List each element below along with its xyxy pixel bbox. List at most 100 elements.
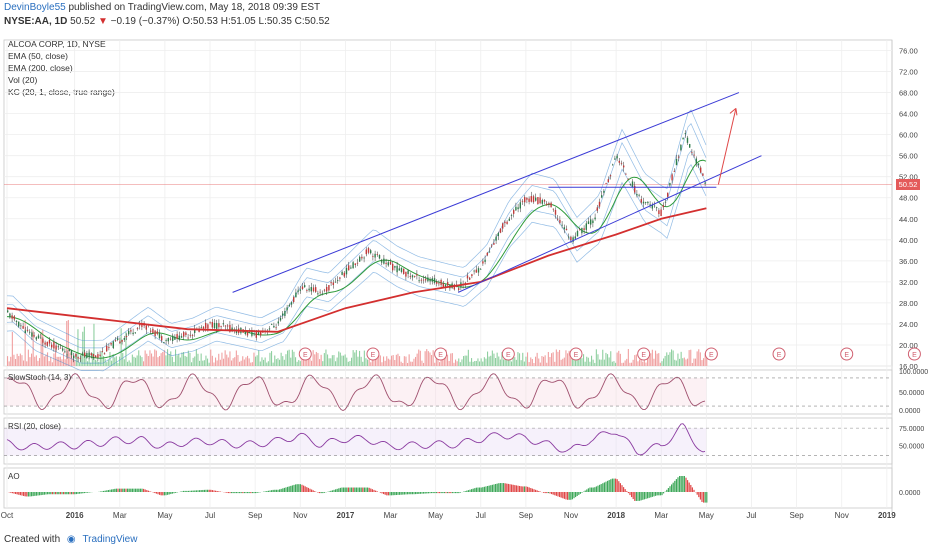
volume-bar <box>152 356 154 366</box>
candle-body <box>442 283 444 288</box>
earnings-marker-circle <box>298 347 312 361</box>
candle-body <box>570 236 572 241</box>
ao-bar <box>648 492 650 498</box>
volume-bar <box>123 359 125 366</box>
candle-body <box>609 175 612 177</box>
x-tick-label: Jul <box>746 511 756 520</box>
keltner-band-line <box>6 122 707 349</box>
ao-bar <box>389 492 391 496</box>
ao-bar <box>77 492 79 494</box>
ao-bar <box>83 492 85 494</box>
volume-bar <box>272 362 274 366</box>
candle-body <box>601 195 603 198</box>
ao-bar <box>696 492 698 495</box>
candle-body <box>174 336 176 340</box>
volume-bar <box>159 356 161 366</box>
ao-bar <box>429 492 431 494</box>
volume-bar <box>312 350 314 366</box>
volume-bar <box>512 356 514 366</box>
volume-bar <box>39 358 41 366</box>
candle-body <box>407 270 409 275</box>
price-tick-label: 56.00 <box>899 152 918 161</box>
volume-bar <box>157 357 159 366</box>
candle-body <box>323 289 326 291</box>
legend-keltner[interactable]: KC (20, 1, close, true range) <box>8 87 115 97</box>
ao-bar <box>106 490 108 492</box>
volume-bar <box>223 358 225 366</box>
volume-bar <box>495 357 497 366</box>
legend-ema200[interactable]: EMA (200, close) <box>8 63 73 73</box>
candle-body <box>167 337 169 342</box>
candle-body <box>108 347 110 348</box>
volume-bar <box>405 356 407 366</box>
ao-bar <box>19 492 21 496</box>
ao-bar <box>363 487 365 492</box>
ao-bar <box>136 488 138 492</box>
volume-bar <box>643 356 645 366</box>
ao-bar <box>375 490 377 492</box>
volume-bar <box>570 357 572 366</box>
candle-body <box>636 194 638 196</box>
legend-ema50[interactable]: EMA (50, close) <box>8 51 68 61</box>
ao-bar <box>53 492 55 495</box>
candle-body <box>585 223 587 230</box>
ao-bar <box>408 492 410 495</box>
candle-body <box>33 335 35 337</box>
volume-bar <box>122 352 124 366</box>
earnings-marker-label: E <box>844 352 849 359</box>
ao-bar <box>144 489 146 492</box>
ao-bar <box>29 492 31 497</box>
volume-bar <box>410 361 412 366</box>
volume-bar <box>637 361 639 366</box>
volume-bar <box>467 349 469 366</box>
candle-body <box>466 275 469 279</box>
candle-body <box>84 352 86 357</box>
ao-panel-frame <box>3 467 893 509</box>
volume-bar <box>135 357 137 366</box>
ao-bar <box>475 487 477 492</box>
volume-bar <box>658 353 660 366</box>
ao-bar <box>594 487 596 492</box>
tradingview-brand[interactable]: TradingView <box>82 534 138 545</box>
volume-bar <box>141 357 143 366</box>
candle-body <box>649 204 651 206</box>
volume-bar <box>418 349 420 366</box>
candle-body <box>334 281 337 283</box>
candle-body <box>51 344 53 348</box>
ao-bar <box>227 492 229 494</box>
candle-body <box>374 253 376 258</box>
candle-body <box>161 336 163 341</box>
volume-bar <box>675 360 677 366</box>
current-price-tag: 50.52 <box>896 178 920 190</box>
candle-body <box>477 268 480 273</box>
ao-bar <box>226 492 228 493</box>
ao-bar <box>491 484 493 492</box>
candle-body <box>378 255 381 259</box>
candle-body <box>392 263 394 271</box>
volume-bar <box>479 361 481 366</box>
volume-bar <box>400 361 402 366</box>
candle-body <box>20 325 22 327</box>
ao-bar <box>634 492 636 501</box>
candle-body <box>222 323 224 325</box>
volume-bar <box>306 359 308 366</box>
ao-bar <box>213 490 215 492</box>
legend-symbol[interactable]: ALCOA CORP, 1D, NYSE <box>8 39 106 49</box>
volume-bar <box>442 357 444 366</box>
volume-bar <box>536 352 538 366</box>
candle-body <box>554 209 557 215</box>
ao-bar <box>123 488 125 492</box>
candle-body <box>348 265 350 271</box>
volume-bar <box>389 359 391 366</box>
author-link[interactable]: DevinBoyle55 <box>4 2 66 13</box>
ao-bar <box>264 491 266 492</box>
tradingview-logo-icon[interactable]: ◉ <box>66 534 76 545</box>
candle-body <box>405 271 407 277</box>
volume-bar <box>423 362 425 366</box>
legend-volume[interactable]: Vol (20) <box>8 75 38 85</box>
ao-bar <box>546 492 548 494</box>
ema200-line <box>6 207 707 333</box>
volume-bar <box>661 361 663 366</box>
volume-bar <box>704 353 706 366</box>
